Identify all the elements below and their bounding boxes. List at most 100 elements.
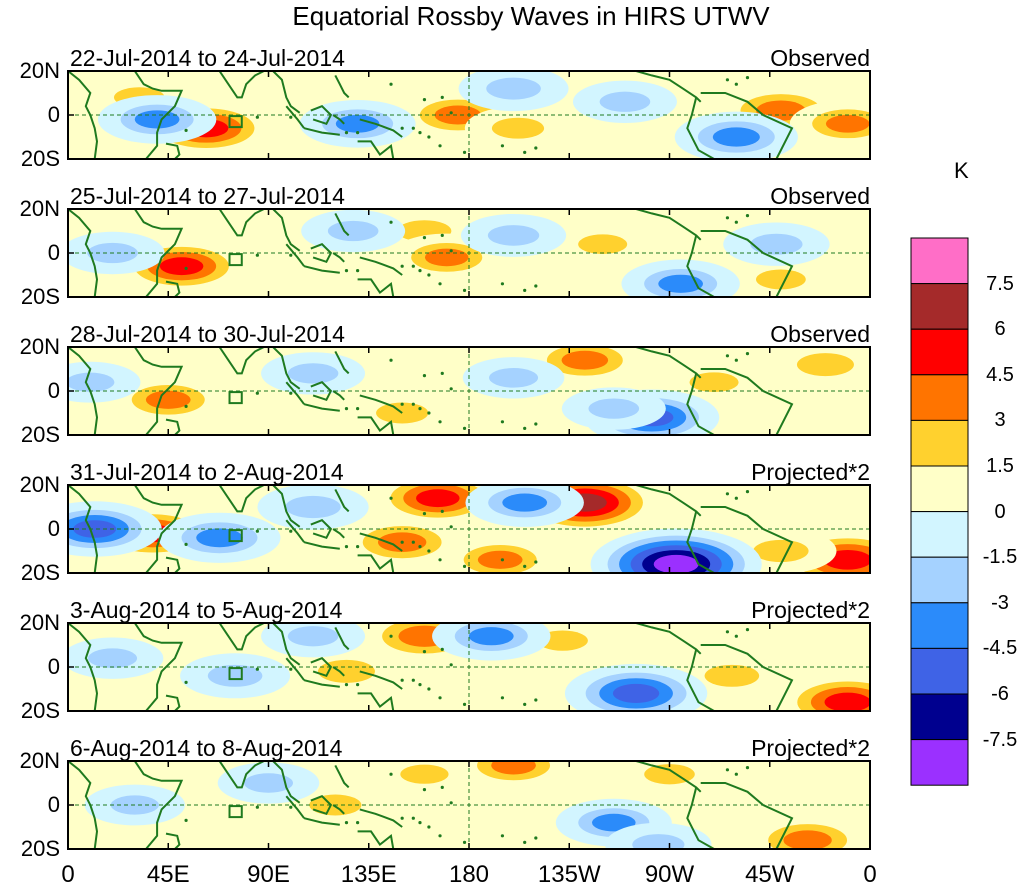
coastline — [359, 394, 403, 414]
map-panel — [67, 484, 871, 574]
coastline — [133, 209, 184, 297]
coastline — [334, 350, 350, 375]
island — [344, 821, 349, 825]
island — [745, 766, 750, 770]
island — [255, 529, 259, 533]
x-tick-label: 0 — [863, 861, 877, 888]
coastline — [686, 97, 715, 159]
coastline — [303, 127, 340, 136]
island — [427, 273, 431, 277]
coastline — [272, 485, 301, 528]
coastline — [285, 243, 305, 267]
x-tick-label: 45E — [146, 861, 190, 888]
island — [356, 269, 360, 273]
island — [400, 402, 404, 406]
y-tick-label: 20S — [20, 698, 60, 723]
negative-anomaly — [432, 623, 551, 661]
island — [462, 564, 467, 569]
island — [725, 216, 730, 220]
colorbar-label: -1.5 — [982, 546, 1018, 569]
island — [734, 496, 738, 500]
island — [745, 490, 750, 494]
panel-type-label: Observed — [770, 321, 870, 347]
island — [438, 282, 442, 286]
negative-anomaly — [257, 485, 369, 530]
colorbar-label: 3 — [994, 409, 1006, 432]
panel-date-range: 6-Aug-2014 to 8-Aug-2014 — [70, 735, 343, 761]
island — [418, 407, 422, 411]
coastline — [68, 347, 99, 435]
island — [418, 821, 422, 825]
island — [523, 564, 527, 569]
negative-anomaly — [674, 111, 798, 159]
y-tick-label: 20S — [20, 836, 60, 861]
coastline — [686, 787, 715, 849]
island — [427, 687, 431, 691]
island — [411, 264, 415, 268]
island — [289, 391, 293, 395]
island — [725, 492, 730, 496]
y-tick-label: 0 — [47, 102, 60, 127]
island — [255, 667, 259, 671]
island — [438, 420, 442, 424]
coastline — [334, 74, 350, 99]
x-tick-label: 135E — [340, 861, 397, 888]
map-panel — [67, 760, 871, 850]
figure-title: Equatorial Rossby Waves in HIRS UTWV — [292, 1, 770, 31]
reference-box — [228, 805, 243, 819]
island — [400, 540, 404, 544]
y-tick-label: 0 — [47, 792, 60, 817]
map-panel — [67, 346, 871, 436]
island — [534, 146, 538, 150]
island — [745, 214, 750, 218]
island — [356, 821, 360, 825]
y-tick-label: 20N — [19, 472, 60, 497]
island — [184, 680, 188, 685]
island — [422, 788, 427, 792]
coastline — [357, 830, 395, 849]
coastlines — [68, 623, 794, 711]
positive-anomaly — [768, 347, 870, 388]
island — [422, 511, 427, 516]
coastline — [303, 403, 340, 412]
coastline — [133, 623, 184, 711]
coastline — [334, 626, 350, 651]
island — [745, 76, 750, 80]
x-tick-label: 90W — [644, 861, 695, 888]
island — [289, 115, 293, 119]
panel-date-range: 25-Jul-2014 to 27-Jul-2014 — [70, 183, 345, 209]
island — [400, 126, 404, 130]
x-tick-label: 45W — [745, 861, 795, 888]
panel-date-range: 22-Jul-2014 to 24-Jul-2014 — [70, 45, 345, 71]
island — [344, 269, 349, 273]
coastline — [686, 649, 715, 711]
negative-anomaly — [590, 528, 762, 573]
y-tick-label: 0 — [47, 654, 60, 679]
coastline — [272, 347, 301, 390]
island — [427, 825, 431, 829]
negative-anomaly — [180, 653, 291, 699]
coastline — [359, 670, 403, 690]
island — [411, 678, 415, 682]
positive-anomaly — [441, 535, 560, 573]
panel-type-label: Projected*2 — [751, 459, 870, 485]
negative-anomaly — [564, 663, 708, 711]
coastline — [359, 808, 403, 828]
colorbar-swatch — [910, 556, 969, 604]
island — [725, 768, 730, 772]
coastline — [686, 373, 715, 435]
coastline — [332, 252, 345, 263]
island — [389, 634, 393, 638]
island — [344, 407, 349, 411]
coastline — [686, 511, 715, 573]
negative-anomaly — [572, 80, 677, 124]
island — [449, 525, 453, 529]
coastline — [285, 519, 305, 543]
coastline — [133, 71, 184, 159]
island — [422, 98, 427, 102]
island — [500, 834, 505, 838]
island — [389, 220, 393, 224]
negative-anomaly — [158, 512, 281, 563]
map-panel — [67, 208, 871, 298]
coastline — [359, 532, 403, 552]
